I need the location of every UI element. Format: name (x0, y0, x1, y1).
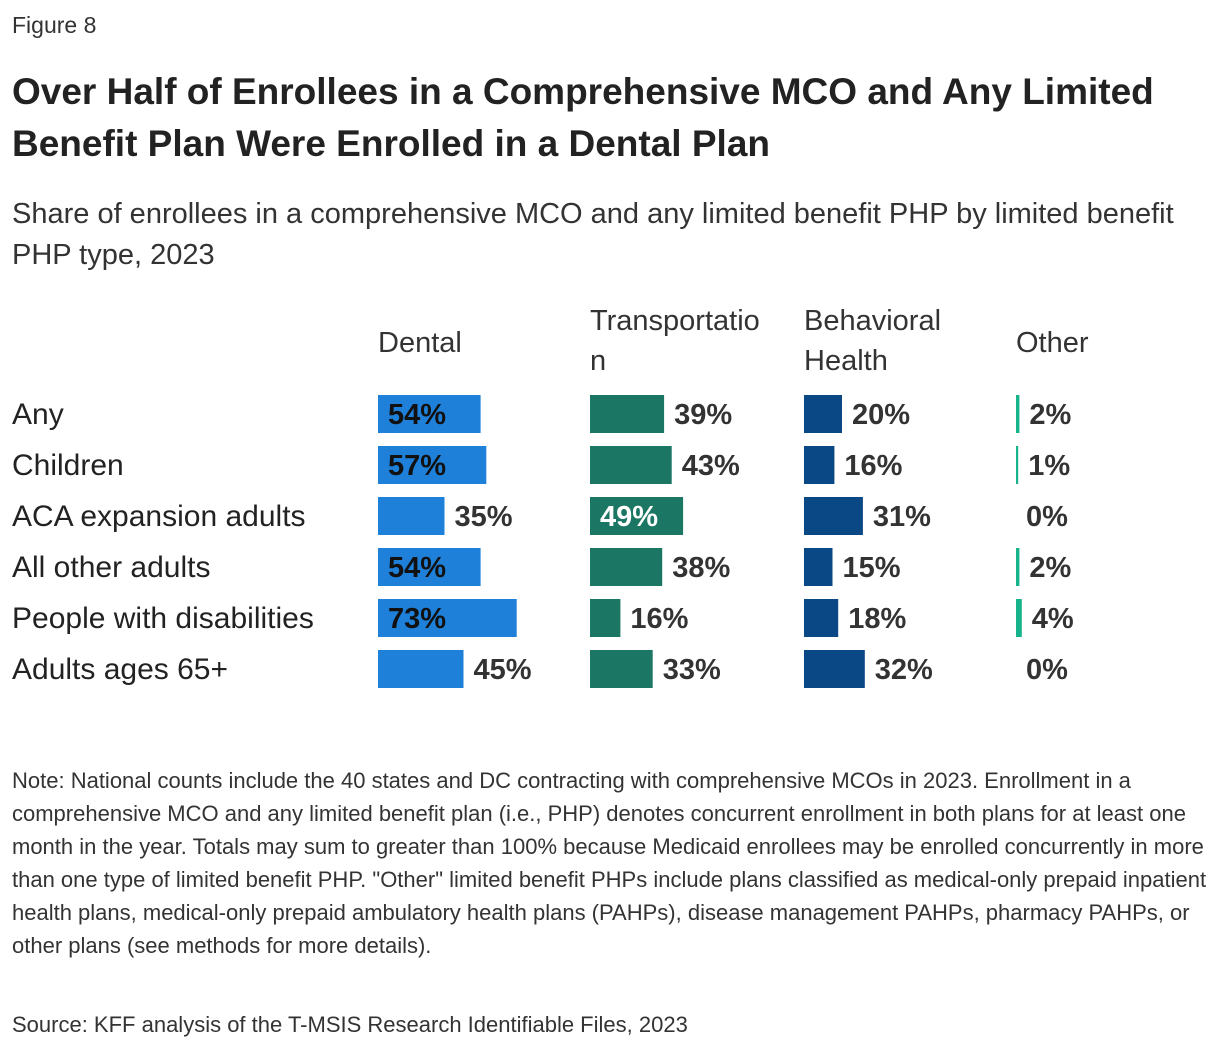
data-label-dental-adults-ages-65: 45% (474, 654, 532, 686)
bar-other-people-with-disabilities (1016, 599, 1022, 637)
bar-transportation-all-other-adults (590, 548, 663, 586)
data-label-transportation-people-with-disabilities: 16% (630, 603, 688, 635)
data-label-dental-aca-expansion-adults: 35% (455, 501, 513, 533)
bar-transportation-adults-ages-65 (590, 650, 653, 688)
bar-other-any (1016, 395, 1020, 433)
bar-behavioral-health-any (804, 395, 842, 433)
row-label-adults-ages-65: Adults ages 65+ (12, 653, 228, 686)
data-label-other-any: 2% (1029, 399, 1071, 431)
data-label-other-children: 1% (1028, 450, 1070, 482)
data-label-behavioral-health-children: 16% (844, 450, 902, 482)
row-label-people-with-disabilities: People with disabilities (12, 602, 314, 635)
data-label-behavioral-health-adults-ages-65: 32% (875, 654, 933, 686)
data-label-transportation-children: 43% (682, 450, 740, 482)
bar-other-all-other-adults (1016, 548, 1020, 586)
bar-chart: Dental Transportatio n Behavioral Health Othe… (12, 305, 1089, 688)
data-label-dental-any: 54% (388, 399, 446, 431)
bar-dental-people-with-disabilities (378, 599, 517, 637)
column-header-other: Other (1016, 327, 1089, 359)
bar-behavioral-health-aca-expansion-adults (804, 497, 863, 535)
chart-subtitle: Share of enrollees in a comprehensive MC… (12, 198, 1174, 271)
data-label-behavioral-health-people-with-disabilities: 18% (848, 603, 906, 635)
column-header-behavioral-health: Behavioral Health (804, 305, 941, 377)
data-label-other-aca-expansion-adults: 0% (1026, 501, 1068, 533)
row-label-children: Children (12, 449, 124, 482)
data-label-behavioral-health-any: 20% (852, 399, 910, 431)
data-label-dental-children: 57% (388, 450, 446, 482)
bar-transportation-aca-expansion-adults (590, 497, 684, 535)
data-label-other-people-with-disabilities: 4% (1032, 603, 1074, 635)
column-header-dental: Dental (378, 327, 462, 359)
bar-dental-adults-ages-65 (378, 650, 464, 688)
chart-title: Over Half of Enrollees in a Comprehensiv… (12, 71, 1154, 164)
bar-dental-children (378, 446, 487, 484)
row-label-any: Any (12, 398, 64, 431)
bar-behavioral-health-people-with-disabilities (804, 599, 839, 637)
row-label-aca-expansion-adults: ACA expansion adults (12, 500, 306, 533)
data-label-transportation-all-other-adults: 38% (672, 552, 730, 584)
bar-transportation-any (590, 395, 665, 433)
bar-dental-all-other-adults (378, 548, 481, 586)
data-label-dental-people-with-disabilities: 73% (388, 603, 446, 635)
bar-other-children (1016, 446, 1019, 484)
data-label-dental-all-other-adults: 54% (388, 552, 446, 584)
data-label-other-adults-ages-65: 0% (1026, 654, 1068, 686)
chart-source: Source: KFF analysis of the T-MSIS Resea… (12, 1012, 688, 1037)
data-label-behavioral-health-all-other-adults: 15% (843, 552, 901, 584)
bar-dental-any (378, 395, 481, 433)
data-label-transportation-any: 39% (674, 399, 732, 431)
bar-behavioral-health-adults-ages-65 (804, 650, 865, 688)
data-label-transportation-adults-ages-65: 33% (663, 654, 721, 686)
bar-transportation-children (590, 446, 672, 484)
bar-behavioral-health-all-other-adults (804, 548, 833, 586)
chart-note: Note: National counts include the 40 sta… (12, 768, 1207, 958)
column-header-transportation: Transportatio n (590, 305, 760, 377)
bar-transportation-people-with-disabilities (590, 599, 621, 637)
row-label-all-other-adults: All other adults (12, 551, 210, 584)
figure-label: Figure 8 (12, 12, 97, 38)
data-label-transportation-aca-expansion-adults: 49% (600, 501, 658, 533)
data-label-behavioral-health-aca-expansion-adults: 31% (873, 501, 931, 533)
bar-dental-aca-expansion-adults (378, 497, 445, 535)
bar-behavioral-health-children (804, 446, 835, 484)
data-label-other-all-other-adults: 2% (1029, 552, 1071, 584)
